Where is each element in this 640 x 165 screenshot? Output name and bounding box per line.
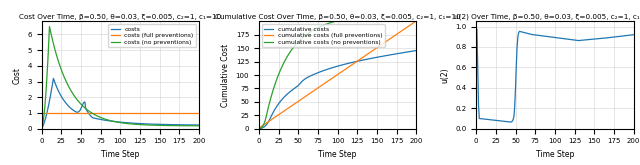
cumulative costs (full preventions): [269, 117, 277, 119]
costs (no preventions): [38, 124, 46, 126]
costs (no preventions): [182, 125, 190, 127]
costs (no preventions): [45, 26, 53, 28]
X-axis label: Time Step: Time Step: [101, 150, 140, 159]
costs (full preventions): [104, 112, 111, 114]
X-axis label: Time Step: Time Step: [319, 150, 356, 159]
Title: u(2) Over Time, β=0.50, θ=0.03, ξ=0.005, c₂=1, c₁=10: u(2) Over Time, β=0.50, θ=0.03, ξ=0.005,…: [454, 14, 640, 20]
cumulative costs (full preventions): [321, 82, 329, 84]
Line: costs: costs: [42, 78, 199, 128]
cumulative costs: [321, 69, 329, 71]
Title: Cumulative Cost Over Time, β=0.50, θ=0.03, ξ=0.005, c₂=1, c₁=10: Cumulative Cost Over Time, β=0.50, θ=0.0…: [215, 14, 460, 20]
costs: [105, 120, 113, 122]
cumulative costs (full preventions): [340, 69, 348, 71]
costs (full preventions): [38, 112, 46, 114]
Y-axis label: Cumulative Cost: Cumulative Cost: [221, 43, 230, 107]
costs: [195, 124, 203, 126]
cumulative costs (full preventions): [256, 127, 264, 129]
cumulative costs: [269, 112, 277, 114]
Legend: cumulative costs, cumulative costs (full preventions), cumulative costs (no prev: cumulative costs, cumulative costs (full…: [262, 24, 385, 47]
costs (full preventions): [123, 112, 131, 114]
costs (no preventions): [52, 54, 60, 56]
costs (no preventions): [124, 123, 131, 125]
costs (full preventions): [182, 112, 189, 114]
Line: cumulative costs (full preventions): cumulative costs (full preventions): [259, 21, 417, 128]
costs (full preventions): [52, 112, 60, 114]
costs: [182, 124, 190, 126]
cumulative costs (no preventions): [399, 9, 407, 11]
costs: [52, 86, 60, 88]
costs: [96, 118, 104, 120]
cumulative costs (no preventions): [321, 24, 329, 26]
Title: Cost Over Time, β=0.50, θ=0.03, ξ=0.005, c₂=1, c₁=10: Cost Over Time, β=0.50, θ=0.03, ξ=0.005,…: [19, 14, 221, 20]
cumulative costs (no preventions): [340, 18, 348, 20]
costs (full preventions): [195, 112, 203, 114]
costs: [124, 122, 131, 124]
costs (no preventions): [105, 119, 113, 121]
Line: cumulative costs: cumulative costs: [259, 50, 417, 129]
Y-axis label: Cost: Cost: [13, 66, 22, 84]
Line: costs (no preventions): costs (no preventions): [42, 27, 199, 127]
costs (no preventions): [195, 125, 203, 127]
X-axis label: Time Step: Time Step: [536, 150, 574, 159]
cumulative costs (no preventions): [256, 128, 264, 130]
Legend: costs, costs (full preventions), costs (no preventions): costs, costs (full preventions), costs (…: [108, 24, 196, 47]
cumulative costs: [312, 72, 320, 74]
cumulative costs: [256, 128, 264, 130]
cumulative costs (full preventions): [255, 127, 262, 129]
costs (full preventions): [38, 112, 45, 114]
cumulative costs: [413, 50, 420, 51]
cumulative costs (no preventions): [413, 7, 420, 9]
costs: [38, 127, 45, 129]
cumulative costs: [399, 52, 407, 54]
cumulative costs: [255, 128, 262, 130]
costs (no preventions): [96, 116, 104, 118]
costs: [49, 77, 57, 79]
Y-axis label: u(2): u(2): [440, 67, 450, 83]
cumulative costs: [340, 64, 348, 66]
costs (no preventions): [38, 126, 45, 128]
cumulative costs (full preventions): [399, 29, 407, 31]
costs: [38, 126, 46, 128]
cumulative costs (no preventions): [269, 89, 277, 91]
cumulative costs (full preventions): [312, 88, 320, 90]
cumulative costs (no preventions): [255, 128, 262, 130]
costs (full preventions): [95, 112, 103, 114]
cumulative costs (full preventions): [413, 20, 420, 22]
cumulative costs (no preventions): [312, 27, 320, 29]
Line: cumulative costs (no preventions): cumulative costs (no preventions): [259, 8, 417, 129]
